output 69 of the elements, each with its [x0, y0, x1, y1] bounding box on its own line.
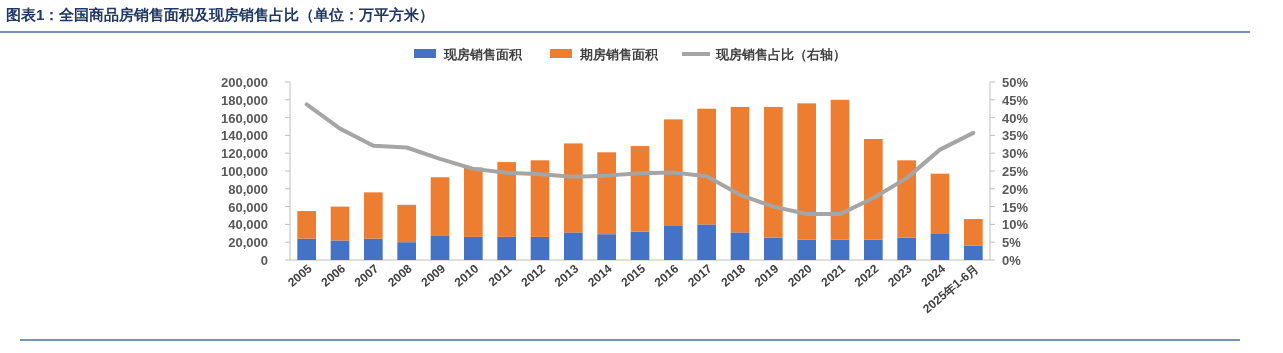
legend-label: 期房销售面积	[579, 47, 659, 62]
y2-tick-label: 50%	[1002, 75, 1029, 90]
bar	[597, 234, 616, 260]
bar	[564, 143, 583, 233]
y2-tick-label: 10%	[1002, 217, 1029, 233]
y-tick-label: 200,000	[221, 75, 268, 90]
y-tick-label: 40,000	[228, 217, 268, 233]
legend-label: 现房销售占比（右轴）	[715, 47, 846, 62]
bar	[930, 233, 950, 260]
bar	[697, 108, 716, 225]
y-tick-label: 180,000	[221, 92, 268, 108]
bar	[764, 237, 783, 260]
y-tick-label: 80,000	[228, 181, 268, 197]
y2-tick-label: 25%	[1002, 164, 1029, 179]
bar	[497, 236, 516, 260]
bar	[297, 211, 316, 239]
bar	[330, 240, 350, 260]
line-series	[304, 102, 976, 217]
bar	[630, 146, 650, 232]
bar	[430, 177, 450, 236]
bar	[964, 219, 983, 246]
bar	[630, 231, 650, 260]
bar	[464, 167, 483, 237]
bar	[664, 119, 683, 226]
bar	[830, 99, 850, 240]
bar	[897, 237, 916, 260]
y-tick-label: 140,000	[221, 128, 268, 144]
bar	[697, 224, 716, 260]
bar	[964, 245, 983, 260]
bar	[330, 206, 350, 241]
y-tick-label: 60,000	[228, 199, 268, 215]
y2-tick-label: 15%	[1002, 199, 1029, 215]
y-tick-label: 0	[260, 253, 268, 268]
bar	[864, 239, 883, 260]
bar	[497, 162, 516, 237]
y2-tick-label: 45%	[1002, 92, 1029, 108]
bar	[730, 106, 750, 233]
bar	[530, 160, 550, 237]
bar	[730, 232, 750, 260]
y-tick-label: 160,000	[221, 110, 268, 126]
bar	[764, 106, 783, 238]
y2-tick-label: 0%	[1002, 253, 1022, 268]
bar	[797, 239, 816, 260]
bar	[930, 173, 950, 234]
y2-tick-label: 5%	[1002, 235, 1022, 251]
bar	[430, 235, 450, 260]
bar	[664, 225, 683, 260]
y-tick-label: 20,000	[228, 235, 268, 251]
bar	[397, 204, 416, 243]
y2-tick-label: 35%	[1002, 128, 1029, 144]
bar	[830, 239, 850, 260]
bar	[597, 152, 616, 235]
bar	[364, 192, 383, 239]
y2-tick-label: 30%	[1002, 146, 1029, 162]
y-tick-label: 120,000	[221, 146, 268, 162]
y-tick-label: 100,000	[221, 164, 268, 179]
bar	[797, 103, 816, 240]
legend-label: 现房销售面积	[443, 47, 523, 62]
bar	[864, 138, 883, 240]
y2-tick-label: 40%	[1002, 110, 1029, 126]
bar	[530, 236, 550, 260]
bar	[897, 160, 916, 238]
bar	[564, 232, 583, 260]
y2-tick-label: 20%	[1002, 181, 1029, 197]
bar	[364, 238, 383, 260]
bar	[464, 236, 483, 260]
bar	[297, 238, 316, 260]
bar	[397, 242, 416, 260]
chart-title: 图表1：全国商品房销售面积及现房销售占比（单位：万平方米）	[6, 6, 435, 23]
